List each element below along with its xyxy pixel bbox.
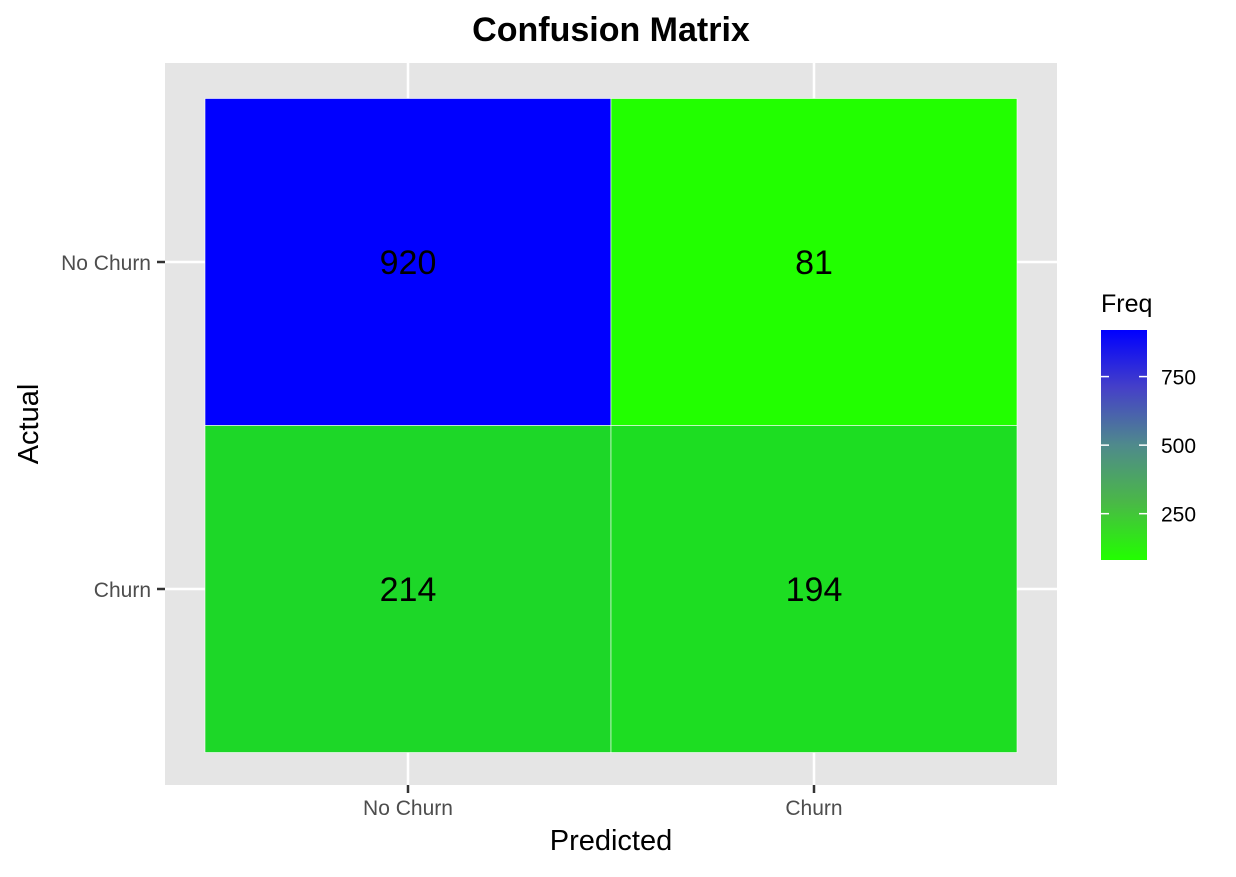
cell-value-label-0: 920 (380, 244, 437, 282)
cell-value-label-2: 214 (380, 571, 437, 609)
heatmap-cell-3 (610, 425, 1018, 753)
legend: Freq 250 500 750 (1101, 290, 1196, 560)
legend-title: Freq (1101, 290, 1152, 318)
heatmap-cell-1 (610, 98, 1018, 426)
axes: No Churn Churn No Churn Churn (61, 252, 842, 820)
y-axis-title: Actual (13, 384, 45, 465)
heatmap-cells (204, 98, 1018, 753)
y-tick-label-1: Churn (94, 579, 151, 602)
y-tick-label-0: No Churn (61, 252, 151, 275)
heatmap-cell-2 (204, 425, 612, 753)
chart-title: Confusion Matrix (472, 11, 750, 49)
cell-value-labels: 920 81 214 194 (380, 244, 843, 609)
cell-value-label-1: 81 (795, 244, 833, 282)
cell-value-label-3: 194 (786, 571, 843, 609)
legend-tick-label-1: 500 (1161, 435, 1196, 458)
legend-ticks: 250 500 750 (1101, 367, 1196, 527)
legend-tick-label-0: 250 (1161, 504, 1196, 527)
x-tick-label-1: Churn (785, 797, 842, 820)
x-axis-title: Predicted (550, 825, 673, 857)
x-tick-label-0: No Churn (363, 797, 453, 820)
legend-tick-label-2: 750 (1161, 367, 1196, 390)
